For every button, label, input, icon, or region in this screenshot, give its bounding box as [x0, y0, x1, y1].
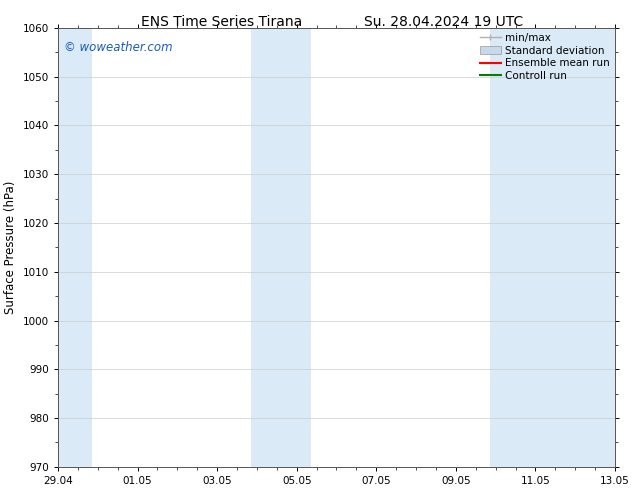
- Bar: [52, 28, 92, 467]
- Bar: [489, 28, 529, 467]
- Text: Su. 28.04.2024 19 UTC: Su. 28.04.2024 19 UTC: [364, 15, 524, 29]
- Bar: [291, 28, 311, 467]
- Bar: [251, 28, 291, 467]
- Y-axis label: Surface Pressure (hPa): Surface Pressure (hPa): [4, 181, 17, 314]
- Bar: [529, 28, 621, 467]
- Legend: min/max, Standard deviation, Ensemble mean run, Controll run: min/max, Standard deviation, Ensemble me…: [480, 33, 610, 81]
- Text: ENS Time Series Tirana: ENS Time Series Tirana: [141, 15, 302, 29]
- Text: © woweather.com: © woweather.com: [63, 41, 172, 54]
